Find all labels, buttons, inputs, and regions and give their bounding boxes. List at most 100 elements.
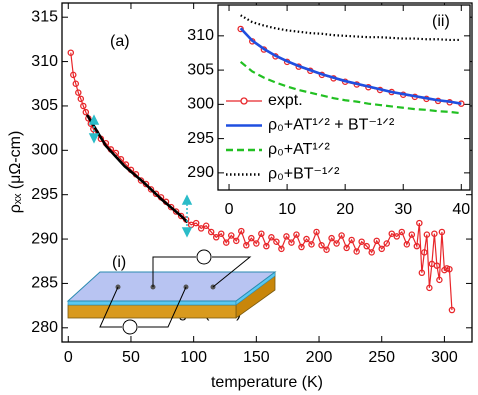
data-point: [348, 236, 355, 244]
data-point: [217, 230, 225, 237]
data-point: [438, 228, 446, 236]
x-tick-label: 20: [336, 201, 354, 218]
data-point: [408, 231, 416, 238]
x-tick-label: 150: [243, 349, 270, 366]
annotation: (ii): [432, 13, 450, 30]
series-line: [239, 61, 462, 115]
data-point: [338, 232, 345, 239]
wire: [212, 256, 252, 288]
data-point: [423, 231, 431, 238]
x-tick-label: 200: [306, 349, 333, 366]
range-markers: [88, 114, 193, 238]
data-point: [333, 240, 340, 247]
data-point: [416, 219, 423, 227]
data-point: [202, 222, 210, 229]
y-tick-label: 310: [31, 53, 58, 70]
data-point: [137, 177, 145, 184]
legend-marker: [240, 97, 248, 105]
x-tick-label: 10: [278, 201, 296, 218]
data-point: [403, 241, 411, 248]
legend-label: ρ₀+AT¹ᐟ²: [268, 141, 330, 158]
data-point: [383, 240, 390, 247]
data-point: [303, 235, 310, 243]
data-point: [70, 71, 77, 79]
data-point: [298, 243, 305, 251]
plot-frame: [217, 4, 471, 191]
data-point: [398, 228, 406, 236]
data-point: [431, 230, 438, 237]
data-point: [368, 249, 375, 256]
x-tick-label: 30: [394, 201, 412, 218]
data-point: [421, 249, 428, 256]
data-point: [278, 245, 285, 253]
data-point: [228, 232, 235, 239]
data-point: [308, 241, 315, 248]
x-tick-label: 100: [180, 349, 207, 366]
x-tick-label: 300: [431, 349, 458, 366]
data-point: [323, 246, 330, 253]
y-tick-label: 305: [31, 97, 58, 114]
x-tick-label: 0: [225, 201, 234, 218]
data-point: [358, 238, 365, 245]
x-tick-label: 40: [452, 201, 470, 218]
data-point: [167, 203, 175, 211]
inset-plot: 0 10 20 30 40 290 295 300 305 310 (ii) expt. ρ₀+AT¹ᐟ…: [187, 4, 471, 218]
legend-label: expt.: [268, 92, 303, 109]
data-point: [238, 227, 245, 235]
y-tick-label: 290: [187, 164, 214, 181]
data-point: [172, 208, 180, 215]
data-point: [207, 228, 215, 236]
legend-label: ρ₀+AT¹ᐟ² + BT⁻¹ᐟ²: [268, 117, 395, 134]
data-layer: [237, 14, 465, 115]
data-point: [318, 242, 325, 249]
y-tick-label: 305: [187, 61, 214, 78]
y-tick-label: 285: [31, 275, 58, 292]
data-point: [82, 108, 90, 116]
series-line: [239, 27, 462, 105]
y-axis-label: ρₓₓ (μΩ-cm): [7, 131, 24, 214]
y-tick-label: 300: [31, 142, 58, 159]
data-point: [313, 228, 320, 236]
data-point: [283, 233, 290, 240]
data-point: [393, 233, 401, 240]
data-point: [388, 230, 396, 237]
data-point: [223, 239, 230, 246]
y-tick-label: 295: [187, 130, 214, 147]
data-point: [243, 242, 250, 249]
x-tick-label: 50: [122, 349, 140, 366]
arrow-head: [181, 227, 193, 238]
data-point: [142, 180, 150, 188]
data-point: [433, 262, 441, 269]
plot-frame: [61, 2, 473, 343]
data-point: [80, 102, 87, 110]
data-point: [288, 239, 295, 246]
data-point: [152, 190, 160, 198]
data-point: [237, 25, 244, 33]
data-layer: [67, 49, 456, 314]
data-point: [373, 237, 380, 245]
y-tick-label: 290: [31, 230, 58, 247]
data-point: [426, 284, 433, 292]
data-point: [343, 244, 350, 252]
data-point: [413, 242, 421, 250]
y-tick-label: 295: [31, 186, 58, 203]
data-point: [75, 89, 82, 96]
data-point: [268, 234, 275, 241]
data-point: [436, 276, 443, 284]
sample-diagram: [66, 114, 277, 335]
annotation: (a): [110, 33, 130, 50]
x-tick-label: 0: [64, 349, 73, 366]
data-point: [192, 219, 200, 227]
film-front: [67, 300, 237, 306]
annotation: (i): [112, 254, 126, 271]
data-point: [258, 230, 265, 237]
y-tick-label: 310: [187, 27, 214, 44]
data-point: [233, 237, 240, 245]
data-point: [212, 234, 220, 241]
y-tick-label: 280: [31, 319, 58, 336]
data-point: [328, 234, 335, 242]
x-axis-label: temperature (K): [211, 374, 323, 391]
data-point: [378, 245, 385, 253]
